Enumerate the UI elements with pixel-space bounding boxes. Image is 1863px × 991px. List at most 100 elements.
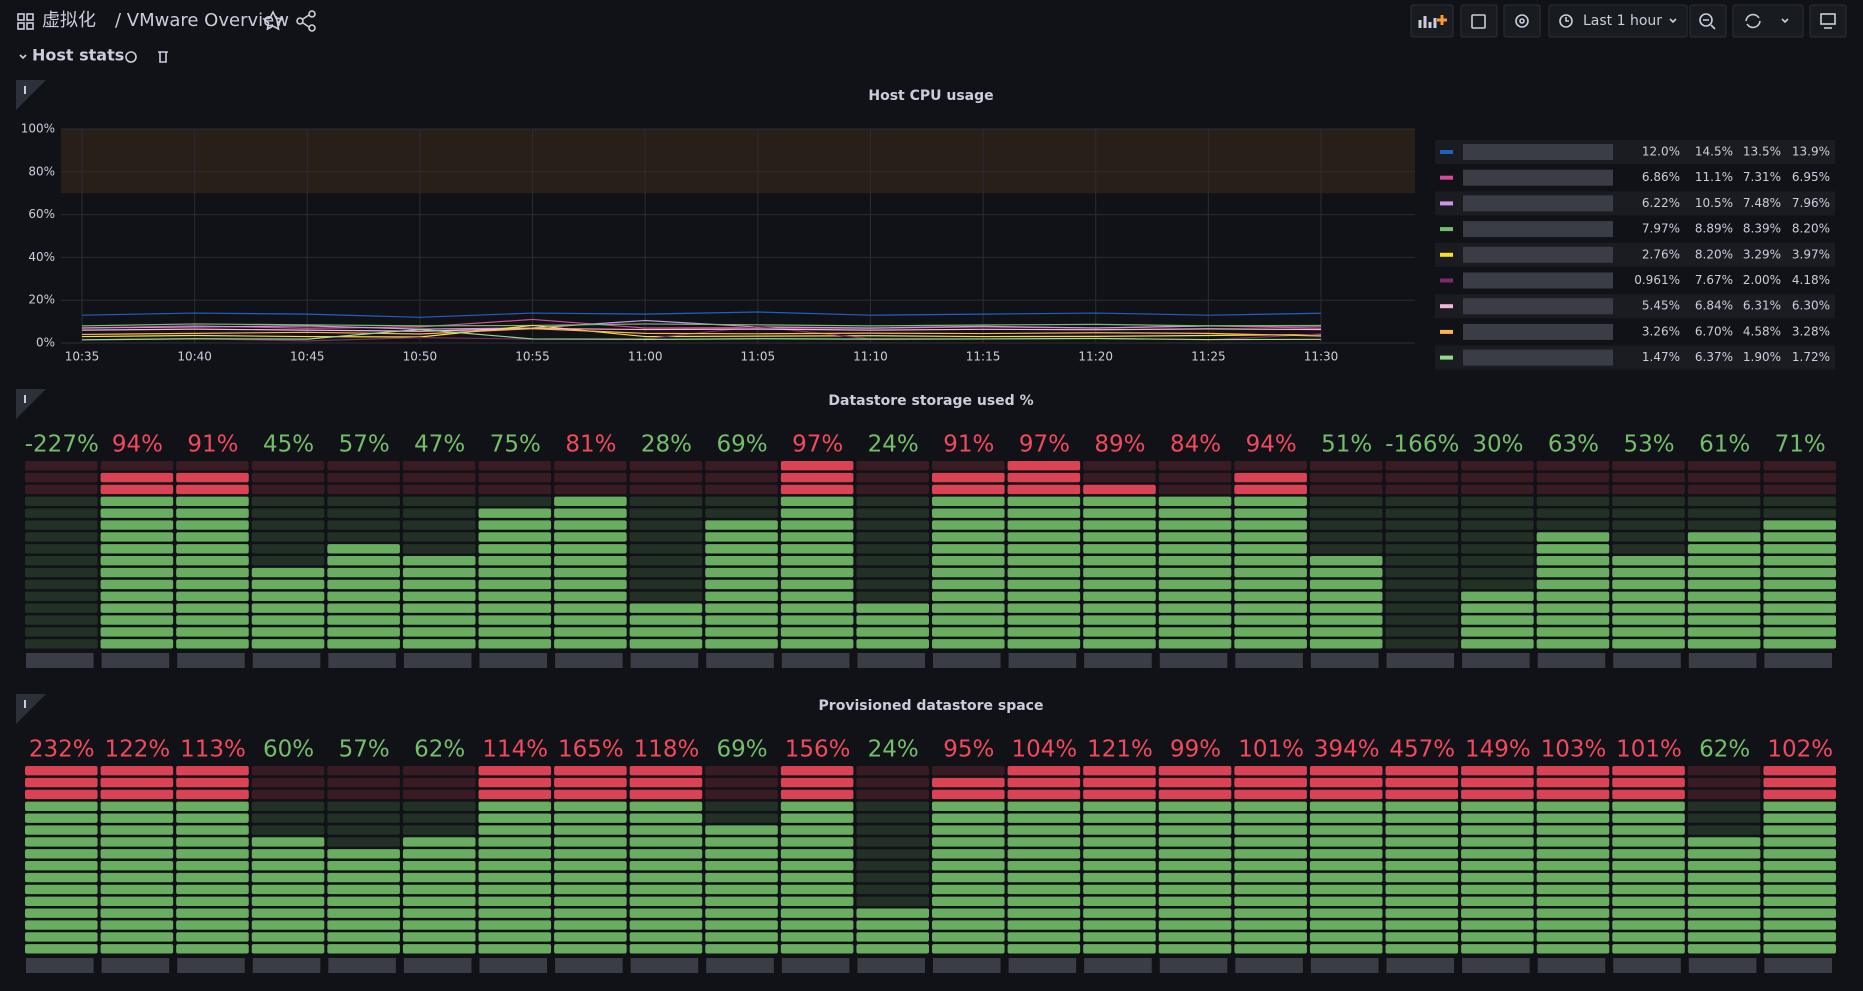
- gauge-cell: [1763, 861, 1836, 871]
- gauge-bar: [705, 461, 778, 649]
- refresh-button[interactable]: [1732, 4, 1804, 38]
- gauge-cell: [1309, 777, 1383, 788]
- gauge-cell: [1385, 532, 1459, 542]
- gauge-cell: [327, 849, 400, 859]
- legend-swatch[interactable]: [1440, 175, 1453, 180]
- gauge-cell: [402, 920, 476, 930]
- gauge-cell: [932, 777, 1005, 788]
- gauge-cell: [25, 627, 98, 637]
- gauge-cell: [176, 861, 249, 871]
- gauge-cell: [25, 825, 98, 835]
- gauge-cell: [1461, 884, 1534, 895]
- gauge-cell: [1612, 920, 1685, 930]
- gauge-cell: [251, 837, 325, 847]
- folder-link[interactable]: 虚拟化: [42, 10, 96, 31]
- gauge-cell: [1234, 603, 1307, 613]
- time-range[interactable]: Last 1 hour: [1583, 13, 1662, 29]
- legend-stat: 7.67%: [1695, 273, 1733, 287]
- gauge-cell: [856, 532, 929, 542]
- time-picker[interactable]: [1548, 4, 1688, 38]
- legend-swatch[interactable]: [1440, 201, 1453, 206]
- zoom-out-button[interactable]: [1689, 4, 1727, 38]
- gauge-name-blurred: [403, 653, 472, 668]
- legend-swatch[interactable]: [1440, 150, 1453, 154]
- row-settings[interactable]: [125, 51, 137, 63]
- legend-swatch[interactable]: [1440, 227, 1453, 232]
- tv-mode-button[interactable]: [1809, 4, 1847, 38]
- gauge-cell: [554, 567, 627, 578]
- gauge-cell: [1763, 849, 1836, 859]
- x-tick-label: 11:25: [1191, 350, 1226, 364]
- gauge-cell: [25, 567, 98, 578]
- gauge-cell: [1385, 801, 1459, 811]
- gauge-cell: [327, 520, 400, 530]
- legend-swatch[interactable]: [1440, 278, 1453, 283]
- gauge-cell: [1612, 472, 1685, 483]
- gauge-cell: [1158, 849, 1232, 859]
- gauge-cell: [1083, 920, 1156, 930]
- gauge-cell: [176, 837, 249, 847]
- grid-icon[interactable]: [17, 13, 34, 30]
- gauge-cell: [1007, 789, 1081, 800]
- gauge-cell: [1007, 472, 1081, 483]
- save-button[interactable]: [1460, 4, 1498, 38]
- gauge-cell: [629, 837, 703, 847]
- gauge-cell: [25, 579, 98, 590]
- legend-swatch[interactable]: [1440, 329, 1453, 334]
- gauge-cell: [402, 461, 476, 471]
- gauge-cell: [705, 861, 778, 871]
- gauge-cell: [251, 461, 325, 471]
- gauge-cell: [1385, 837, 1459, 847]
- gauge-cell: [1612, 884, 1685, 895]
- gauge-cell: [100, 825, 174, 835]
- gauge-bar: [856, 766, 929, 954]
- row-title[interactable]: Host stats: [32, 46, 124, 65]
- gauge-cell: [705, 837, 778, 847]
- row-delete[interactable]: [158, 51, 168, 63]
- gauge-cell: [780, 849, 854, 859]
- settings-button[interactable]: [1503, 4, 1541, 38]
- collapse-icon[interactable]: [19, 54, 27, 60]
- gauge-cell: [25, 639, 98, 649]
- gauge-cell: [1536, 556, 1610, 566]
- panel-info-dot: [24, 86, 26, 94]
- gauge-cell: [1461, 849, 1534, 859]
- gauge-cell: [1536, 849, 1610, 859]
- gauge-cell: [1763, 615, 1836, 625]
- gauge-cell: [629, 813, 703, 823]
- share-button[interactable]: [296, 10, 316, 32]
- gauge-cell: [629, 801, 703, 811]
- add-panel-button[interactable]: [1410, 4, 1454, 38]
- gauge-cell: [402, 544, 476, 554]
- legend-swatch[interactable]: [1440, 304, 1453, 309]
- gauge-cell: [1083, 627, 1156, 637]
- gauge-cell: [478, 484, 552, 495]
- gauge-value: 94%: [112, 432, 163, 458]
- gauge-cell: [705, 520, 778, 530]
- gauge-cell: [176, 801, 249, 811]
- gauge-name-blurred: [328, 653, 396, 668]
- gauge-cell: [1687, 766, 1761, 776]
- gauge-cell: [1536, 932, 1610, 942]
- gauge-cell: [1536, 615, 1610, 625]
- gauge-cell: [780, 532, 854, 542]
- legend-swatch[interactable]: [1440, 355, 1453, 360]
- gauge-cell: [1007, 908, 1081, 918]
- gauge-cell: [780, 579, 854, 590]
- star-button[interactable]: [262, 10, 284, 31]
- gauge-bar: [1385, 766, 1459, 954]
- gauge-cell: [1536, 591, 1610, 601]
- dashboard-title[interactable]: / VMware Overview: [115, 10, 289, 31]
- legend-swatch[interactable]: [1440, 252, 1453, 257]
- gauge-cell: [1612, 861, 1685, 871]
- gauge-cell: [1234, 508, 1307, 518]
- gauge-cell: [1234, 556, 1307, 566]
- gauge-cell: [1234, 532, 1307, 542]
- gauge-cell: [1536, 532, 1610, 542]
- legend-stat: 8.89%: [1695, 222, 1733, 236]
- gauge-cell: [629, 825, 703, 835]
- gauge-cell: [1687, 908, 1761, 918]
- gauge-cell: [100, 484, 174, 495]
- gauge-cell: [629, 508, 703, 518]
- gauge-cell: [100, 520, 174, 530]
